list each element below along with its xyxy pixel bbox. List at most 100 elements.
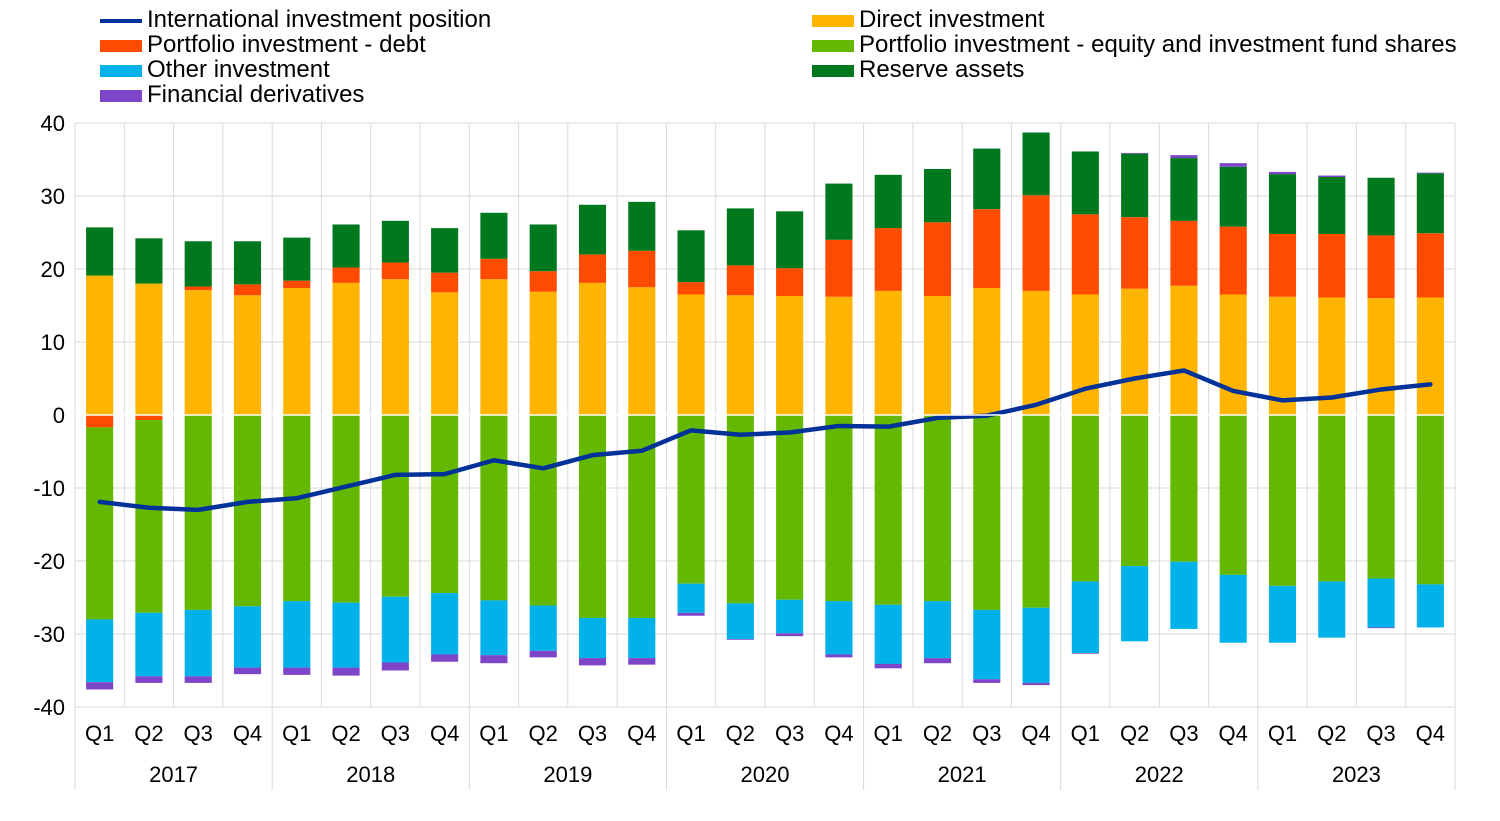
bar-segment <box>233 241 262 285</box>
bar-segment <box>332 282 360 415</box>
bar-segment <box>973 609 1001 680</box>
axis-layer: 40 30 20 10 0 -10 -20 -30 -40 Q1 Q2 Q3 Q4 Q1 Q2 Q3 Q4 Q1 Q… <box>33 111 1456 790</box>
bar-segment <box>1367 235 1395 299</box>
bar-segment <box>529 605 557 651</box>
bar-segment <box>825 601 853 655</box>
bar-segment <box>1121 288 1149 415</box>
legend-swatch <box>100 90 142 102</box>
bar-segment <box>1219 415 1247 575</box>
y-tick-label: 0 <box>53 403 65 428</box>
bar-segment <box>332 224 360 268</box>
bar-segment <box>332 415 360 603</box>
legend-swatch <box>812 40 854 52</box>
x-tick-label-quarter: Q3 <box>578 721 607 746</box>
bar-segment <box>825 415 853 602</box>
bar-segment <box>776 268 804 297</box>
bar-segment <box>1416 172 1444 174</box>
bar-segment <box>233 295 262 415</box>
bar-segment <box>1170 155 1198 159</box>
bar-segment <box>1367 177 1395 236</box>
x-tick-label-quarter: Q1 <box>1071 721 1100 746</box>
bar-segment <box>381 220 409 263</box>
bar-segment <box>1022 132 1050 196</box>
bar-segment <box>480 279 508 415</box>
bar-segment <box>431 228 459 273</box>
bar-segment <box>1318 233 1346 298</box>
bar-segment <box>480 258 508 280</box>
bar-segment <box>233 284 262 296</box>
x-tick-label-quarter: Q1 <box>479 721 508 746</box>
bar-segment <box>1318 581 1346 638</box>
bar-segment <box>874 290 902 415</box>
bar-segment <box>1022 682 1050 686</box>
bar-segment <box>1318 175 1346 178</box>
y-tick-label: -10 <box>33 476 65 501</box>
bar-segment <box>233 667 262 675</box>
bar-segment <box>233 415 262 607</box>
bar-segment <box>1170 220 1198 286</box>
bar-segment <box>1416 415 1444 585</box>
x-tick-label-quarter: Q4 <box>233 721 262 746</box>
bar-segment <box>726 603 754 640</box>
bar-segment <box>776 633 804 637</box>
bar-segment <box>1416 233 1444 298</box>
bar-segment <box>1071 151 1099 215</box>
x-tick-label-quarter: Q1 <box>85 721 114 746</box>
bar-segment <box>578 415 607 618</box>
bar-segment <box>923 601 952 659</box>
bar-segment <box>923 296 952 415</box>
x-tick-label-quarter: Q3 <box>1169 721 1198 746</box>
y-tick-label: 10 <box>41 330 65 355</box>
bar-segment <box>677 612 705 616</box>
x-tick-label-quarter: Q4 <box>1021 721 1050 746</box>
bar-segment <box>677 294 705 415</box>
bar-segment <box>677 415 705 584</box>
x-tick-label-quarter: Q2 <box>726 721 755 746</box>
bar-segment <box>776 415 804 600</box>
y-tick-label: -40 <box>33 695 65 720</box>
bar-segment <box>332 667 360 676</box>
bar-segment <box>431 272 459 293</box>
legend-line-swatch <box>100 19 142 23</box>
bar-segment <box>726 639 754 640</box>
y-tick-label: 20 <box>41 257 65 282</box>
legend-label: Portfolio investment - equity and invest… <box>859 31 1457 58</box>
legend-swatch <box>100 40 142 52</box>
bar-segment <box>726 265 754 296</box>
bar-segment <box>431 654 459 662</box>
bar-segment <box>973 209 1001 288</box>
bar-segment <box>431 292 459 415</box>
bar-segment <box>1022 195 1050 291</box>
bar-segment <box>283 667 311 675</box>
bar-segment <box>86 619 114 683</box>
bar-segment <box>1121 152 1149 154</box>
x-tick-label-quarter: Q2 <box>529 721 558 746</box>
bar-segment <box>1219 163 1247 167</box>
bar-segment <box>825 183 853 240</box>
bar-segment <box>480 655 508 664</box>
x-tick-label-quarter: Q3 <box>775 721 804 746</box>
bar-segment <box>874 228 902 291</box>
y-tick-label: 40 <box>41 111 65 136</box>
bar-segment <box>283 601 311 668</box>
x-tick-label-quarter: Q2 <box>1120 721 1149 746</box>
x-tick-label-quarter: Q1 <box>1268 721 1297 746</box>
bar-segment <box>381 415 409 597</box>
bar-segment <box>1071 652 1099 654</box>
bar-segment <box>1219 166 1247 227</box>
bar-segment <box>874 604 902 664</box>
x-tick-label-quarter: Q4 <box>1219 721 1248 746</box>
bar-segment <box>135 676 163 683</box>
bar-segment <box>628 201 656 251</box>
legend-label: Portfolio investment - debt <box>147 31 426 58</box>
bar-segment <box>1416 297 1444 415</box>
bar-segment <box>578 658 607 666</box>
x-tick-label-year: 2018 <box>346 762 395 787</box>
legend-swatch <box>100 65 142 77</box>
bar-segment <box>1219 226 1247 295</box>
bar-segment <box>1219 574 1247 643</box>
bar-segment <box>1170 415 1198 562</box>
x-tick-label-year: 2017 <box>149 762 198 787</box>
bar-segment <box>1071 581 1099 653</box>
bar-segment <box>726 295 754 415</box>
